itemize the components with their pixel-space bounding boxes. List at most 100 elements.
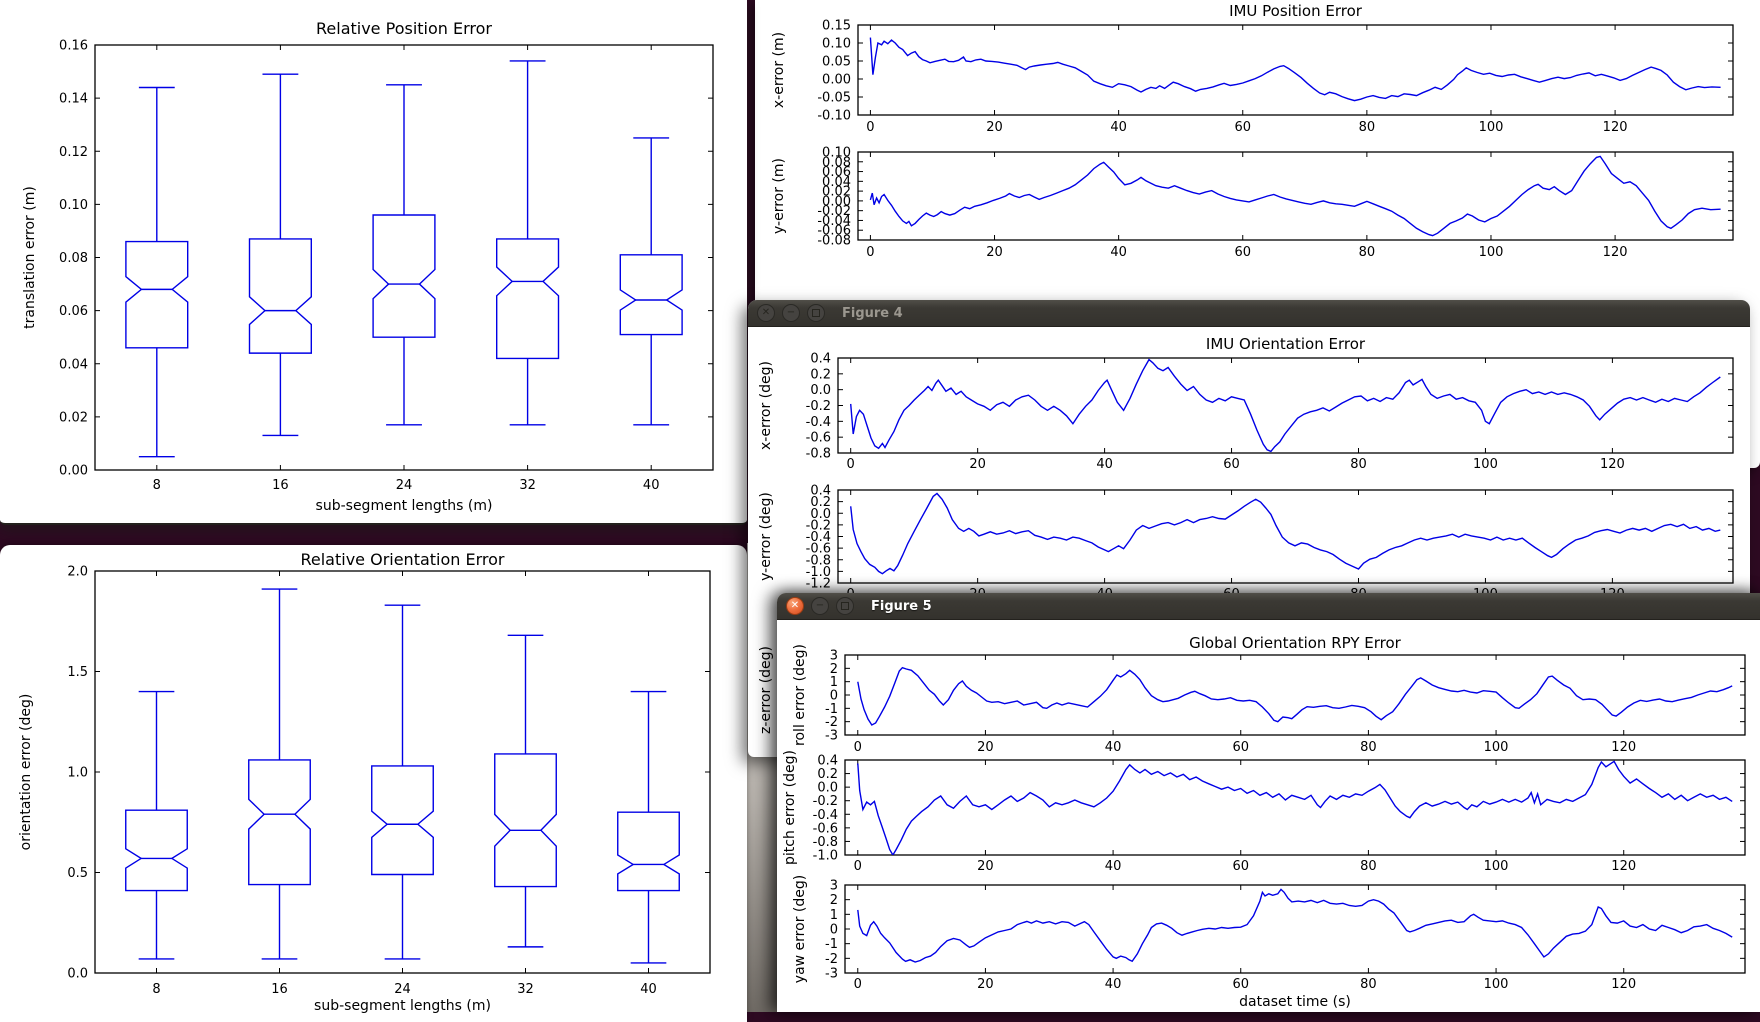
svg-text:120: 120 (1611, 977, 1636, 992)
svg-text:16: 16 (272, 478, 289, 493)
svg-text:0.08: 0.08 (59, 251, 88, 266)
svg-text:0.10: 0.10 (822, 37, 851, 52)
svg-text:3: 3 (830, 879, 838, 894)
svg-text:-1.0: -1.0 (813, 849, 838, 864)
imux-series-line (869, 37, 1721, 102)
svg-text:60: 60 (1223, 457, 1240, 472)
svg-text:24: 24 (394, 982, 411, 997)
svg-text:roll error (deg): roll error (deg) (792, 644, 808, 746)
window-relative-orientation-error[interactable]: Relative Orientation Error orientation er… (0, 545, 747, 1022)
f4y-axes: y-error (deg)0.40.20.0-0.2-0.4-0.6-0.8-1… (758, 484, 1734, 602)
figure-4-titlebar[interactable]: ✕ − Figure 4 (748, 300, 1750, 327)
svg-text:1: 1 (830, 675, 838, 690)
svg-text:0.0: 0.0 (817, 781, 838, 796)
svg-text:-0.2: -0.2 (806, 399, 831, 414)
f5yaw-axes: yaw error (deg)dataset time (s)3210-1-2-… (792, 875, 1746, 1010)
close-icon[interactable]: ✕ (786, 597, 804, 615)
minimize-icon[interactable]: − (782, 304, 800, 322)
global-orientation-rpy-error-figure: Global Orientation RPY Error roll error (… (782, 634, 1746, 1010)
svg-text:pitch error (deg): pitch error (deg) (782, 750, 798, 865)
svg-text:-1: -1 (825, 702, 838, 717)
svg-text:-0.4: -0.4 (813, 808, 838, 823)
svg-text:0: 0 (847, 457, 855, 472)
svg-text:IMU Orientation Error: IMU Orientation Error (1206, 335, 1366, 353)
f5roll-series-line (857, 666, 1733, 726)
box-40 (619, 137, 683, 426)
svg-text:0.0: 0.0 (810, 507, 831, 522)
svg-text:100: 100 (1484, 977, 1509, 992)
svg-text:0.2: 0.2 (817, 767, 838, 782)
svg-text:40: 40 (1105, 859, 1122, 874)
svg-text:0.10: 0.10 (59, 198, 88, 213)
svg-text:0.4: 0.4 (810, 352, 831, 367)
svg-text:-0.2: -0.2 (806, 518, 831, 533)
window-relative-position-error[interactable]: Relative Position Error translation error… (0, 0, 747, 525)
svg-text:32: 32 (519, 478, 536, 493)
svg-text:0.4: 0.4 (817, 754, 838, 769)
svg-text:-0.02: -0.02 (817, 204, 851, 219)
svg-text:0.5: 0.5 (67, 866, 88, 881)
minimize-icon[interactable]: − (811, 597, 829, 615)
relative-position-error-figure: Relative Position Error translation error… (22, 19, 714, 514)
svg-text:-3: -3 (825, 967, 838, 982)
svg-text:0: 0 (854, 977, 862, 992)
svg-text:40: 40 (1096, 457, 1113, 472)
svg-text:100: 100 (1479, 245, 1504, 260)
svg-text:0.2: 0.2 (810, 367, 831, 382)
svg-text:0.05: 0.05 (822, 55, 851, 70)
svg-text:Global Orientation RPY Error: Global Orientation RPY Error (1189, 634, 1402, 652)
svg-text:100: 100 (1479, 120, 1504, 135)
imux-axes: IMU Position Error x-error (m) 0.15 0.10 0.0… (771, 2, 1734, 135)
svg-text:40: 40 (1110, 120, 1127, 135)
box-32 (496, 60, 560, 426)
maximize-icon[interactable] (807, 304, 825, 322)
svg-text:60: 60 (1234, 245, 1251, 260)
figure-4-title: Figure 4 (842, 305, 903, 321)
close-icon[interactable]: ✕ (757, 304, 775, 322)
svg-text:-1.2: -1.2 (806, 577, 831, 592)
svg-text:-0.6: -0.6 (813, 821, 838, 836)
svg-text:1.0: 1.0 (67, 766, 88, 781)
window-figure-5[interactable]: ✕ − Figure 5 Global Orientation RPY Erro… (777, 593, 1760, 1012)
svg-text:0.00: 0.00 (822, 194, 851, 209)
svg-text:Relative Position Error: Relative Position Error (316, 19, 492, 38)
box-8 (125, 690, 188, 960)
svg-text:20: 20 (986, 120, 1003, 135)
imuy-series-line (869, 155, 1721, 237)
svg-text:-0.10: -0.10 (817, 109, 851, 124)
f4x-axes: IMU Orientation Error x-error (deg) 0.40.2… (758, 335, 1734, 472)
svg-text:2.0: 2.0 (67, 565, 88, 580)
maximize-icon[interactable] (836, 597, 854, 615)
svg-text:-0.8: -0.8 (806, 447, 831, 462)
svg-text:y-error (m): y-error (m) (771, 158, 787, 234)
svg-text:-0.06: -0.06 (817, 224, 851, 239)
svg-text:40: 40 (1105, 740, 1122, 755)
svg-text:80: 80 (1359, 120, 1376, 135)
svg-text:Relative Orientation Error: Relative Orientation Error (300, 550, 504, 569)
figure-5-titlebar[interactable]: ✕ − Figure 5 (777, 593, 1760, 620)
f4y-series-line (850, 492, 1721, 575)
svg-text:3: 3 (830, 649, 838, 664)
imuy-axes: y-error (m) 0.100.080.060.040.020.00-0.02… (771, 146, 1734, 260)
svg-text:20: 20 (977, 859, 994, 874)
svg-text:-0.2: -0.2 (813, 794, 838, 809)
svg-text:IMU Position Error: IMU Position Error (1229, 2, 1363, 20)
svg-text:0.06: 0.06 (822, 165, 851, 180)
svg-text:translation error (m): translation error (m) (22, 186, 38, 329)
svg-text:80: 80 (1360, 740, 1377, 755)
relpos-axes: Relative Position Error translation error… (22, 19, 714, 514)
svg-text:0.14: 0.14 (59, 92, 88, 107)
svg-text:-0.08: -0.08 (817, 234, 851, 249)
box-16 (248, 73, 312, 437)
svg-text:-0.8: -0.8 (806, 553, 831, 568)
svg-text:-0.6: -0.6 (806, 431, 831, 446)
svg-text:120: 120 (1611, 740, 1636, 755)
box-8 (125, 86, 189, 458)
svg-text:0.06: 0.06 (59, 304, 88, 319)
svg-text:120: 120 (1603, 245, 1628, 260)
svg-text:8: 8 (152, 982, 160, 997)
svg-text:0.00: 0.00 (822, 73, 851, 88)
svg-text:dataset time (s): dataset time (s) (1239, 994, 1351, 1010)
